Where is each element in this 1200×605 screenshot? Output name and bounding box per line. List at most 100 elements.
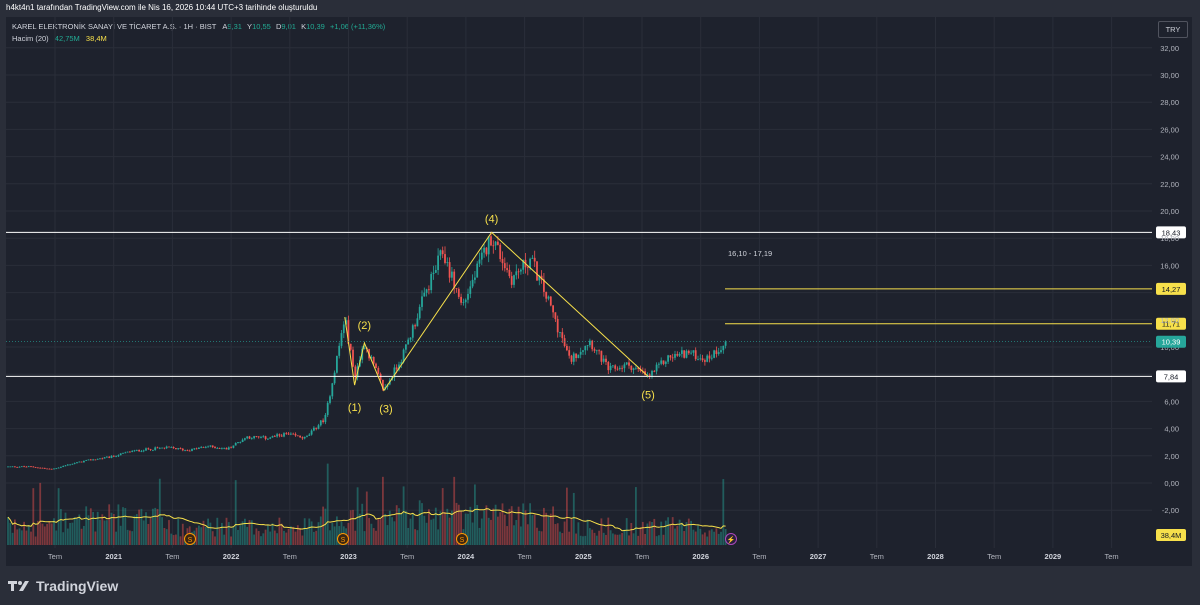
volume-bar: [354, 530, 357, 545]
candle-body: [255, 436, 258, 437]
volume-bar: [336, 516, 338, 545]
volume-bar: [43, 526, 46, 545]
candle-body: [471, 279, 474, 287]
candle-body: [345, 320, 347, 325]
candle-body: [41, 467, 44, 469]
split-marker: [184, 533, 196, 545]
candle-body: [273, 436, 276, 437]
candle-body: [20, 466, 23, 468]
candle-body: [478, 259, 481, 264]
candle-body: [209, 445, 212, 447]
split-marker: [456, 533, 468, 545]
volume-bar: [326, 463, 329, 545]
volume-bar: [375, 530, 377, 545]
volume-label[interactable]: Hacim (20): [12, 34, 49, 43]
volume-bar: [301, 535, 304, 545]
candle-body: [250, 438, 253, 439]
volume-bar: [232, 527, 235, 545]
volume-bar: [487, 517, 490, 545]
volume-bar: [140, 508, 143, 545]
candle-body: [549, 296, 552, 306]
volume-bar: [676, 525, 679, 545]
volume-bar: [20, 530, 23, 545]
currency-button[interactable]: TRY: [1158, 21, 1188, 38]
volume-bar: [168, 520, 170, 545]
candle-body: [269, 437, 272, 439]
tradingview-logo[interactable]: TradingView: [8, 577, 118, 595]
horizontal-levels[interactable]: 18,43 7,84 14,27 11,71 16,10 - 17,19: [6, 226, 1186, 383]
candle-body: [296, 435, 299, 437]
candle-body: [83, 460, 85, 463]
price-tick-label: 32,00: [1160, 44, 1179, 53]
volume-bar: [317, 522, 320, 545]
candle-body: [678, 353, 681, 356]
volume-bar: [437, 529, 439, 545]
candle-body: [715, 350, 718, 354]
candle-body: [485, 247, 488, 255]
time-axis[interactable]: Tem 2021 Tem 2022 Tem 2023 Tem 2024 Tem 2025 Tem 20…: [48, 552, 1119, 561]
volume-bar: [648, 521, 651, 545]
volume-bar: [361, 503, 364, 545]
volume-bar: [683, 531, 686, 545]
close-value: 10,39: [306, 22, 325, 31]
volume-bar: [662, 534, 665, 545]
candle-body: [142, 450, 145, 452]
time-tick-label: 2027: [810, 552, 827, 561]
volume-ma-badge: [1156, 529, 1186, 541]
wave-annotation[interactable]: (1) (2) (3) (4) (5): [344, 213, 655, 416]
candle-body: [529, 258, 531, 268]
volume-bar: [347, 522, 350, 545]
open-key: A: [222, 22, 228, 31]
volume-bar: [255, 528, 258, 545]
volume-bar: [515, 519, 518, 545]
volume-bar: [480, 518, 483, 545]
candle-body: [301, 437, 304, 439]
candle-body: [331, 383, 334, 397]
volume-bar: [667, 517, 669, 545]
volume-bar: [632, 533, 635, 545]
volume-bar: [651, 522, 653, 545]
candle-body: [126, 451, 129, 453]
event-markers[interactable]: S S S ⚡: [184, 533, 737, 545]
volume-bar: [678, 519, 681, 545]
candle-body: [23, 466, 25, 468]
candle-body: [545, 291, 548, 299]
level-price-badge: [1156, 317, 1186, 330]
candle-body: [379, 373, 382, 380]
volume-bar: [421, 503, 423, 545]
volume-bar: [434, 507, 437, 545]
candle-body: [276, 434, 278, 437]
candle-body: [375, 363, 377, 368]
volume-bar: [706, 536, 709, 545]
candle-body: [329, 396, 331, 403]
volume-bar: [296, 525, 299, 545]
price-axis[interactable]: -2,000,002,004,006,0010,0012,0016,0018,0…: [6, 44, 1186, 541]
candle-body: [230, 447, 232, 449]
candle-body: [129, 451, 131, 453]
candle-body: [669, 355, 672, 358]
candle-body: [80, 461, 83, 463]
volume-bar: [365, 491, 368, 545]
candle-body: [428, 289, 430, 291]
volume-bar: [267, 524, 269, 545]
volume-bar: [349, 510, 352, 545]
volume-bar: [87, 515, 90, 545]
candle-body: [7, 466, 9, 468]
candle-body: [487, 236, 490, 255]
volume-bar: [276, 533, 278, 545]
volume-bar: [664, 520, 667, 545]
volume-bar: [506, 526, 508, 545]
candle-body: [372, 357, 375, 364]
volume-bar: [85, 506, 88, 545]
candle-body: [34, 467, 37, 468]
volume-bar: [536, 527, 538, 545]
candle-body: [543, 279, 545, 292]
candle-body: [589, 340, 591, 346]
candle-body: [602, 358, 605, 362]
candle-body: [457, 288, 460, 297]
volume-bar: [214, 536, 216, 545]
time-tick-label: Tem: [400, 552, 414, 561]
volume-bar: [692, 529, 695, 545]
candle-body: [232, 445, 235, 448]
